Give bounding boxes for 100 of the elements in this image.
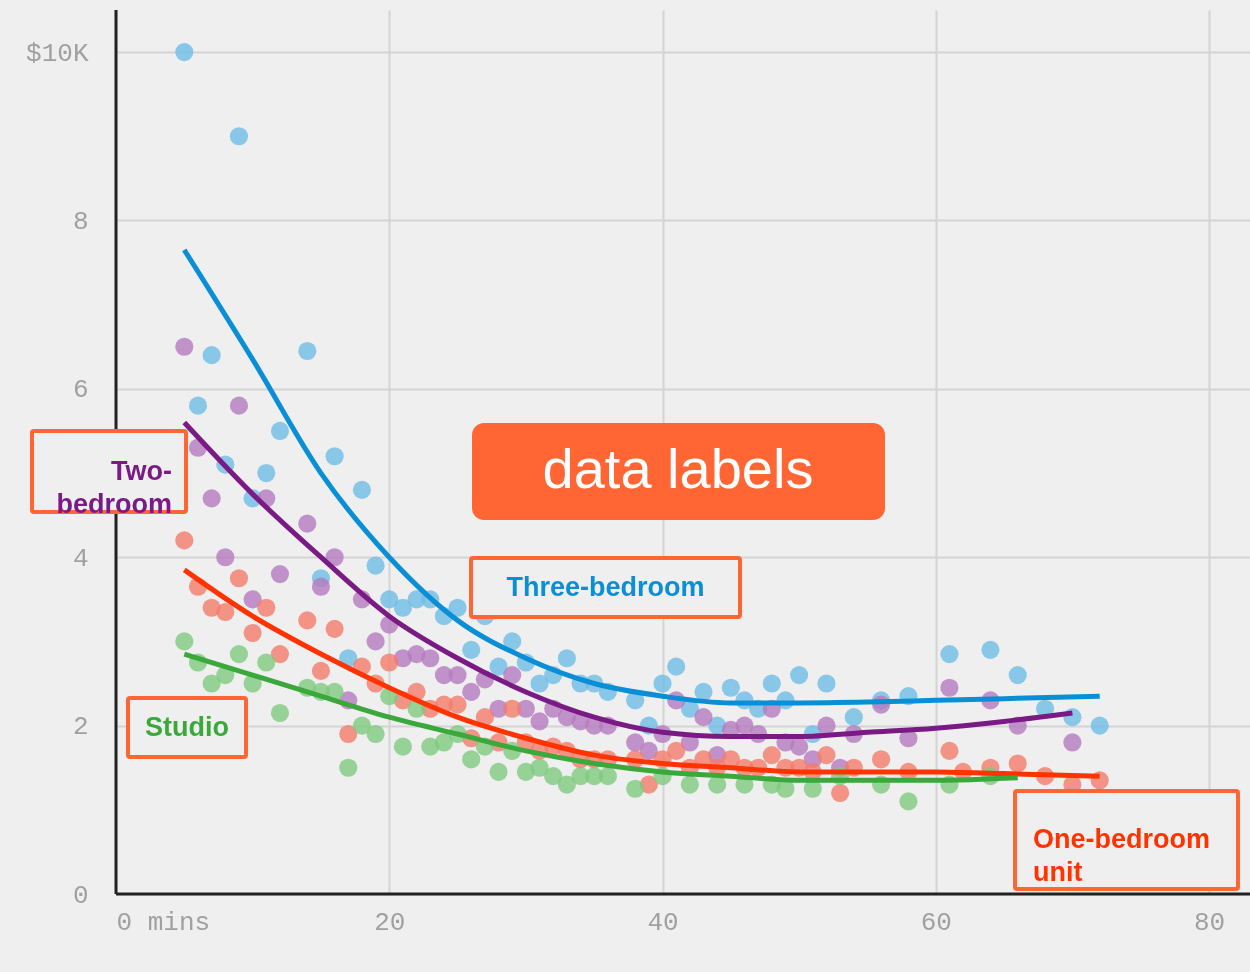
point (940, 741, 959, 760)
y-tick-label: $10K (26, 38, 89, 69)
point (175, 531, 194, 550)
x-tick-label: 20 (374, 907, 406, 938)
point (229, 396, 249, 415)
point (380, 653, 399, 672)
point (762, 674, 781, 693)
point (762, 746, 781, 765)
point (216, 602, 235, 622)
x-tick-label: 80 (1193, 907, 1226, 938)
point (790, 737, 809, 756)
point (626, 779, 645, 798)
point (503, 666, 522, 685)
point (202, 346, 221, 365)
point (503, 699, 522, 718)
point (175, 337, 194, 356)
point (298, 341, 317, 361)
y-tick-label: 2 (72, 712, 89, 743)
point (790, 666, 809, 685)
point (393, 598, 412, 617)
point (530, 712, 549, 731)
point (298, 514, 317, 533)
point (270, 421, 290, 441)
point (257, 653, 276, 672)
point (229, 127, 249, 146)
annotation: data labels (542, 437, 814, 500)
point (366, 724, 385, 744)
point (817, 674, 836, 693)
point (680, 775, 699, 794)
point (503, 632, 522, 651)
point (489, 657, 508, 676)
series-label: One-bedroom unit (1033, 824, 1211, 887)
point (366, 632, 385, 651)
point (981, 640, 1000, 659)
point (530, 674, 549, 693)
point (421, 649, 440, 668)
point (229, 644, 249, 664)
point (1008, 754, 1027, 773)
point (270, 565, 290, 584)
point (352, 480, 372, 499)
point (544, 767, 563, 786)
point (380, 590, 399, 609)
point (694, 682, 713, 702)
point (448, 598, 467, 617)
point (393, 737, 412, 756)
y-tick-label: 8 (72, 206, 89, 237)
point (940, 644, 959, 664)
point (1008, 666, 1027, 685)
x-tick-label: 0 mins (116, 907, 211, 938)
point (899, 792, 918, 811)
point (175, 632, 194, 651)
point (721, 678, 740, 697)
point (557, 775, 576, 794)
point (831, 783, 850, 803)
point (653, 674, 672, 693)
point (216, 548, 235, 567)
point (366, 556, 385, 575)
point (188, 396, 208, 415)
point (462, 682, 481, 702)
point (598, 767, 617, 786)
point (243, 590, 262, 609)
point (325, 548, 344, 567)
y-tick-label: 6 (72, 375, 89, 406)
point (817, 716, 836, 735)
point (667, 657, 686, 676)
point (489, 762, 508, 781)
point (339, 724, 358, 744)
y-tick-label: 4 (72, 543, 89, 574)
point (448, 695, 467, 714)
point (243, 623, 262, 643)
series-label: Three-bedroom (506, 571, 705, 602)
point (557, 649, 576, 668)
point (270, 644, 290, 664)
point (311, 577, 331, 596)
point (667, 741, 686, 760)
point (462, 640, 481, 659)
point (626, 733, 645, 752)
point (325, 619, 344, 638)
point (434, 733, 453, 752)
point (694, 708, 713, 727)
x-tick-label: 60 (920, 907, 952, 938)
y-tick-label: 0 (72, 880, 89, 911)
point (352, 716, 372, 735)
point (872, 750, 891, 769)
point (940, 678, 959, 697)
point (1090, 716, 1109, 735)
point (530, 758, 549, 777)
point (257, 463, 276, 483)
point (462, 750, 481, 769)
series-label: Studio (145, 711, 229, 742)
point (325, 447, 344, 466)
point (844, 708, 863, 727)
point (229, 569, 249, 588)
point (817, 746, 836, 765)
point (270, 703, 290, 723)
point (257, 598, 276, 617)
x-tick-label: 40 (647, 907, 679, 938)
point (202, 674, 221, 693)
point (175, 43, 194, 62)
point (339, 758, 358, 777)
